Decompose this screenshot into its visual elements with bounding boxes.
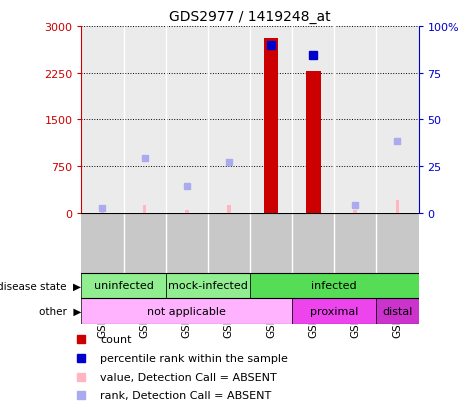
Bar [264,39,279,213]
Bar [166,273,250,299]
Text: other  ▶: other ▶ [39,306,81,316]
Title: GDS2977 / 1419248_at: GDS2977 / 1419248_at [169,10,331,24]
Text: not applicable: not applicable [147,306,226,316]
Bar [100,211,104,213]
Text: proximal: proximal [310,306,359,316]
Text: uninfected: uninfected [93,281,153,291]
Bar [396,201,399,213]
Bar [376,299,418,324]
Text: rank, Detection Call = ABSENT: rank, Detection Call = ABSENT [100,390,271,400]
Bar [227,205,231,213]
Bar [185,210,189,213]
Text: value, Detection Call = ABSENT: value, Detection Call = ABSENT [100,372,277,382]
Text: mock-infected: mock-infected [168,281,248,291]
Text: percentile rank within the sample: percentile rank within the sample [100,353,288,363]
Bar [353,210,357,213]
Text: infected: infected [312,281,357,291]
Bar [306,72,320,213]
Bar [250,273,418,299]
Bar [143,206,146,213]
Bar [292,299,376,324]
Text: disease state  ▶: disease state ▶ [0,281,81,291]
Text: distal: distal [382,306,412,316]
Text: count: count [100,335,132,344]
Bar [81,299,292,324]
Bar [81,273,166,299]
